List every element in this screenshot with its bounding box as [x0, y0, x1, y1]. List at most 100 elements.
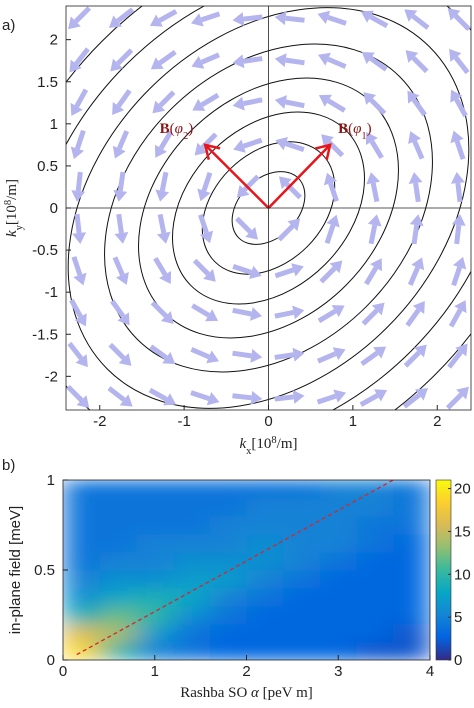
arrow-head	[109, 15, 122, 28]
arrow-head	[113, 189, 128, 202]
field-arrow	[70, 129, 86, 160]
arrow-head	[154, 144, 167, 158]
heatmap-cell	[209, 516, 247, 535]
label-part: [peV m]	[259, 685, 313, 701]
heatmap-cell	[63, 624, 101, 643]
contour	[66, 6, 471, 410]
arrow-shaft	[116, 89, 132, 108]
y-tick-label: 1	[47, 472, 55, 489]
arrow-head	[405, 50, 419, 63]
arrow-head	[236, 184, 250, 198]
x-axis-label: kx[108/m]	[239, 435, 297, 457]
arrow-shaft	[285, 141, 305, 152]
arrow-head	[292, 347, 305, 362]
arrow-shaft	[370, 182, 380, 203]
field-arrow	[67, 341, 88, 368]
arrow-head	[232, 12, 245, 27]
field-arrow	[404, 9, 430, 30]
field-arrow	[318, 94, 346, 113]
heatmap-cell	[63, 642, 101, 660]
arrow-head	[190, 13, 204, 27]
x-tick-label: 1	[151, 663, 159, 680]
colorbar-tick-label: 5	[454, 609, 462, 626]
arrow-head	[318, 94, 332, 107]
arrow-shaft	[107, 386, 126, 402]
field-arrow	[274, 389, 305, 404]
arrow-head	[407, 90, 420, 104]
arrow-shaft	[402, 392, 421, 409]
contour	[104, 43, 433, 373]
field-arrow	[405, 50, 429, 74]
arrow-shaft	[159, 171, 169, 192]
arrow-head	[450, 172, 465, 184]
arrow-head	[191, 55, 205, 69]
x-tick-label: 0	[59, 663, 67, 680]
arrow-head	[110, 58, 123, 72]
x-tick-label: 2	[433, 413, 441, 430]
plot-area	[63, 480, 430, 660]
arrow-head	[75, 354, 88, 368]
arrow-head	[274, 95, 288, 109]
arrow-shaft	[116, 7, 135, 24]
arrow-shaft	[368, 224, 378, 245]
arrow-head	[455, 343, 468, 357]
label-part: 8	[3, 200, 14, 205]
heatmap-cell	[393, 624, 430, 643]
field-arrow	[277, 218, 301, 242]
field-arrow	[403, 344, 427, 368]
field-arrow	[149, 9, 178, 27]
arrow-shaft	[451, 266, 462, 287]
arrow-shaft	[150, 300, 168, 318]
y-tick-label: 0.5	[37, 158, 58, 175]
arrow-head	[323, 172, 338, 186]
arrow-shaft	[190, 347, 210, 360]
heatmap-cell	[393, 570, 430, 589]
field-arrow	[450, 172, 465, 203]
heatmap-cell	[99, 498, 137, 517]
heatmap-cell	[173, 498, 211, 517]
arrow-head	[278, 176, 292, 190]
heatmap-cell	[283, 498, 321, 517]
arrow-shaft	[242, 137, 263, 149]
heatmap-cell	[63, 480, 101, 499]
heatmap-cell	[136, 552, 174, 571]
field-arrow	[150, 49, 177, 70]
arrow-head	[114, 232, 129, 244]
arrow-head	[275, 136, 289, 151]
heatmap-cell	[356, 642, 394, 660]
arrow-shaft	[369, 14, 389, 29]
field-arrow	[190, 390, 220, 406]
colorbar-tick-label: 10	[454, 566, 471, 583]
arrow-shaft	[153, 256, 168, 276]
field-arrow	[360, 346, 387, 367]
arrow-shaft	[158, 130, 173, 150]
heatmap-cell	[319, 480, 358, 499]
arrow-head	[119, 394, 133, 407]
arrow-shaft	[411, 56, 429, 74]
label-part: )	[188, 121, 193, 137]
contour	[66, 6, 471, 410]
arrow-head	[150, 57, 164, 70]
arrow-shaft	[454, 224, 462, 245]
label-part: k	[4, 230, 20, 237]
heatmap-cell	[356, 570, 394, 589]
field-arrow	[190, 11, 221, 27]
arrow-head	[160, 311, 174, 324]
arrow-head	[68, 16, 81, 30]
heatmap-cell	[136, 642, 174, 660]
arrow-shaft	[198, 214, 209, 234]
colorbar-tick-label: 20	[454, 481, 471, 498]
heatmap-cell	[246, 516, 284, 535]
arrow-shaft	[447, 350, 463, 369]
arrow-shaft	[74, 6, 92, 24]
arrow-shaft	[277, 224, 295, 242]
heatmap-cell	[136, 480, 174, 499]
arrow-shaft	[274, 267, 295, 279]
y-tick-label: 2	[50, 32, 58, 49]
label-part: Rashba SO	[180, 685, 251, 701]
arrow-shaft	[67, 341, 84, 360]
arrow-head	[333, 389, 347, 403]
heatmap-cell	[246, 480, 284, 499]
arrow-shaft	[200, 92, 220, 107]
arrow-shaft	[411, 14, 430, 30]
